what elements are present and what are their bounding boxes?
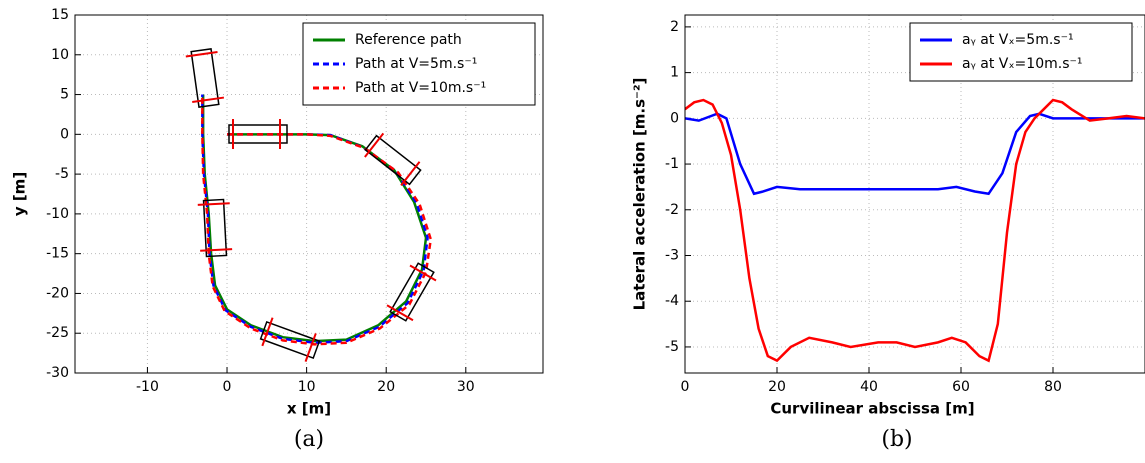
legend-label: Reference path: [355, 32, 462, 48]
vehicle: [364, 132, 422, 186]
x-tick-label: 80: [1044, 379, 1062, 395]
y-tick-label: 1: [670, 65, 679, 81]
legend: aᵧ at Vₓ=5m.s⁻¹ aᵧ at Vₓ=10m.s⁻¹: [909, 22, 1133, 82]
y-tick-label: -5: [55, 166, 69, 182]
y-tick-label: -20: [46, 285, 69, 301]
y-tick-label: 0: [60, 126, 69, 142]
x-tick-label: 20: [768, 379, 786, 395]
legend-label: aᵧ at Vₓ=5m.s⁻¹: [962, 32, 1074, 48]
y-tick-label: 15: [51, 7, 69, 23]
legend-label: Path at V=5m.s⁻¹: [355, 56, 477, 72]
legend-box: [302, 22, 536, 106]
y-tick-label: -15: [46, 246, 69, 262]
legend-label: Path at V=10m.s⁻¹: [355, 80, 486, 96]
x-axis-label: x [m]: [287, 400, 331, 418]
vehicle: [197, 198, 233, 258]
vehicle: [185, 48, 225, 108]
x-tick-label: 0: [681, 379, 690, 395]
vehicle: [228, 119, 288, 149]
y-tick-label: 10: [51, 47, 69, 63]
x-tick-label: 60: [952, 379, 970, 395]
axes-frame: [684, 14, 1145, 374]
x-tick-label: 40: [860, 379, 878, 395]
subplot: 0 20 40 60 80 -5 -4 -3 -2 -1 0 1 2 Curvilinear abscis…: [631, 14, 1145, 452]
y-tick-label: 0: [670, 110, 679, 126]
y-axis-label: Lateral acceleration [m.s⁻²]: [631, 78, 649, 311]
vehicle: [259, 317, 321, 362]
legend-box: [909, 22, 1133, 82]
subplot-caption: (a): [294, 427, 324, 452]
y-tick-label: -1: [665, 156, 679, 172]
legend-label: aᵧ at Vₓ=10m.s⁻¹: [962, 56, 1082, 72]
y-tick-label: -3: [665, 247, 679, 263]
series-line: [685, 98, 1145, 363]
plot-area: [201, 94, 433, 346]
y-tick-label: -10: [46, 206, 69, 222]
series-line: [201, 94, 428, 343]
plot-area: [685, 98, 1145, 363]
x-tick-label: 10: [298, 379, 316, 395]
y-tick-label: 2: [670, 19, 679, 35]
x-tick-label: 0: [223, 379, 232, 395]
y-tick-label: -2: [665, 202, 679, 218]
y-axis-label: y [m]: [11, 172, 29, 216]
x-axis-label: Curvilinear abscissa [m]: [770, 400, 974, 418]
legend: Reference path Path at V=5m.s⁻¹ Path at V=…: [302, 22, 536, 106]
x-tick-label: 30: [457, 379, 475, 395]
axes-frame: [74, 14, 544, 374]
vehicle: [386, 262, 437, 322]
subplot-caption: (b): [881, 427, 912, 452]
series-line: [201, 94, 433, 346]
y-tick-label: -4: [665, 293, 679, 309]
y-tick-label: 5: [60, 87, 69, 103]
y-tick-label: -25: [46, 325, 69, 341]
series-line: [685, 112, 1145, 196]
x-tick-label: 20: [377, 379, 395, 395]
vehicle-icons: [185, 48, 437, 362]
y-tick-label: -30: [46, 365, 69, 381]
x-tick-label: -10: [136, 379, 159, 395]
subplot: -10 0 10 20 30 -30 -25 -20 -15 -10 -5 0 5 10 15 x [m] y …: [11, 7, 544, 452]
y-tick-label: -5: [665, 339, 679, 355]
